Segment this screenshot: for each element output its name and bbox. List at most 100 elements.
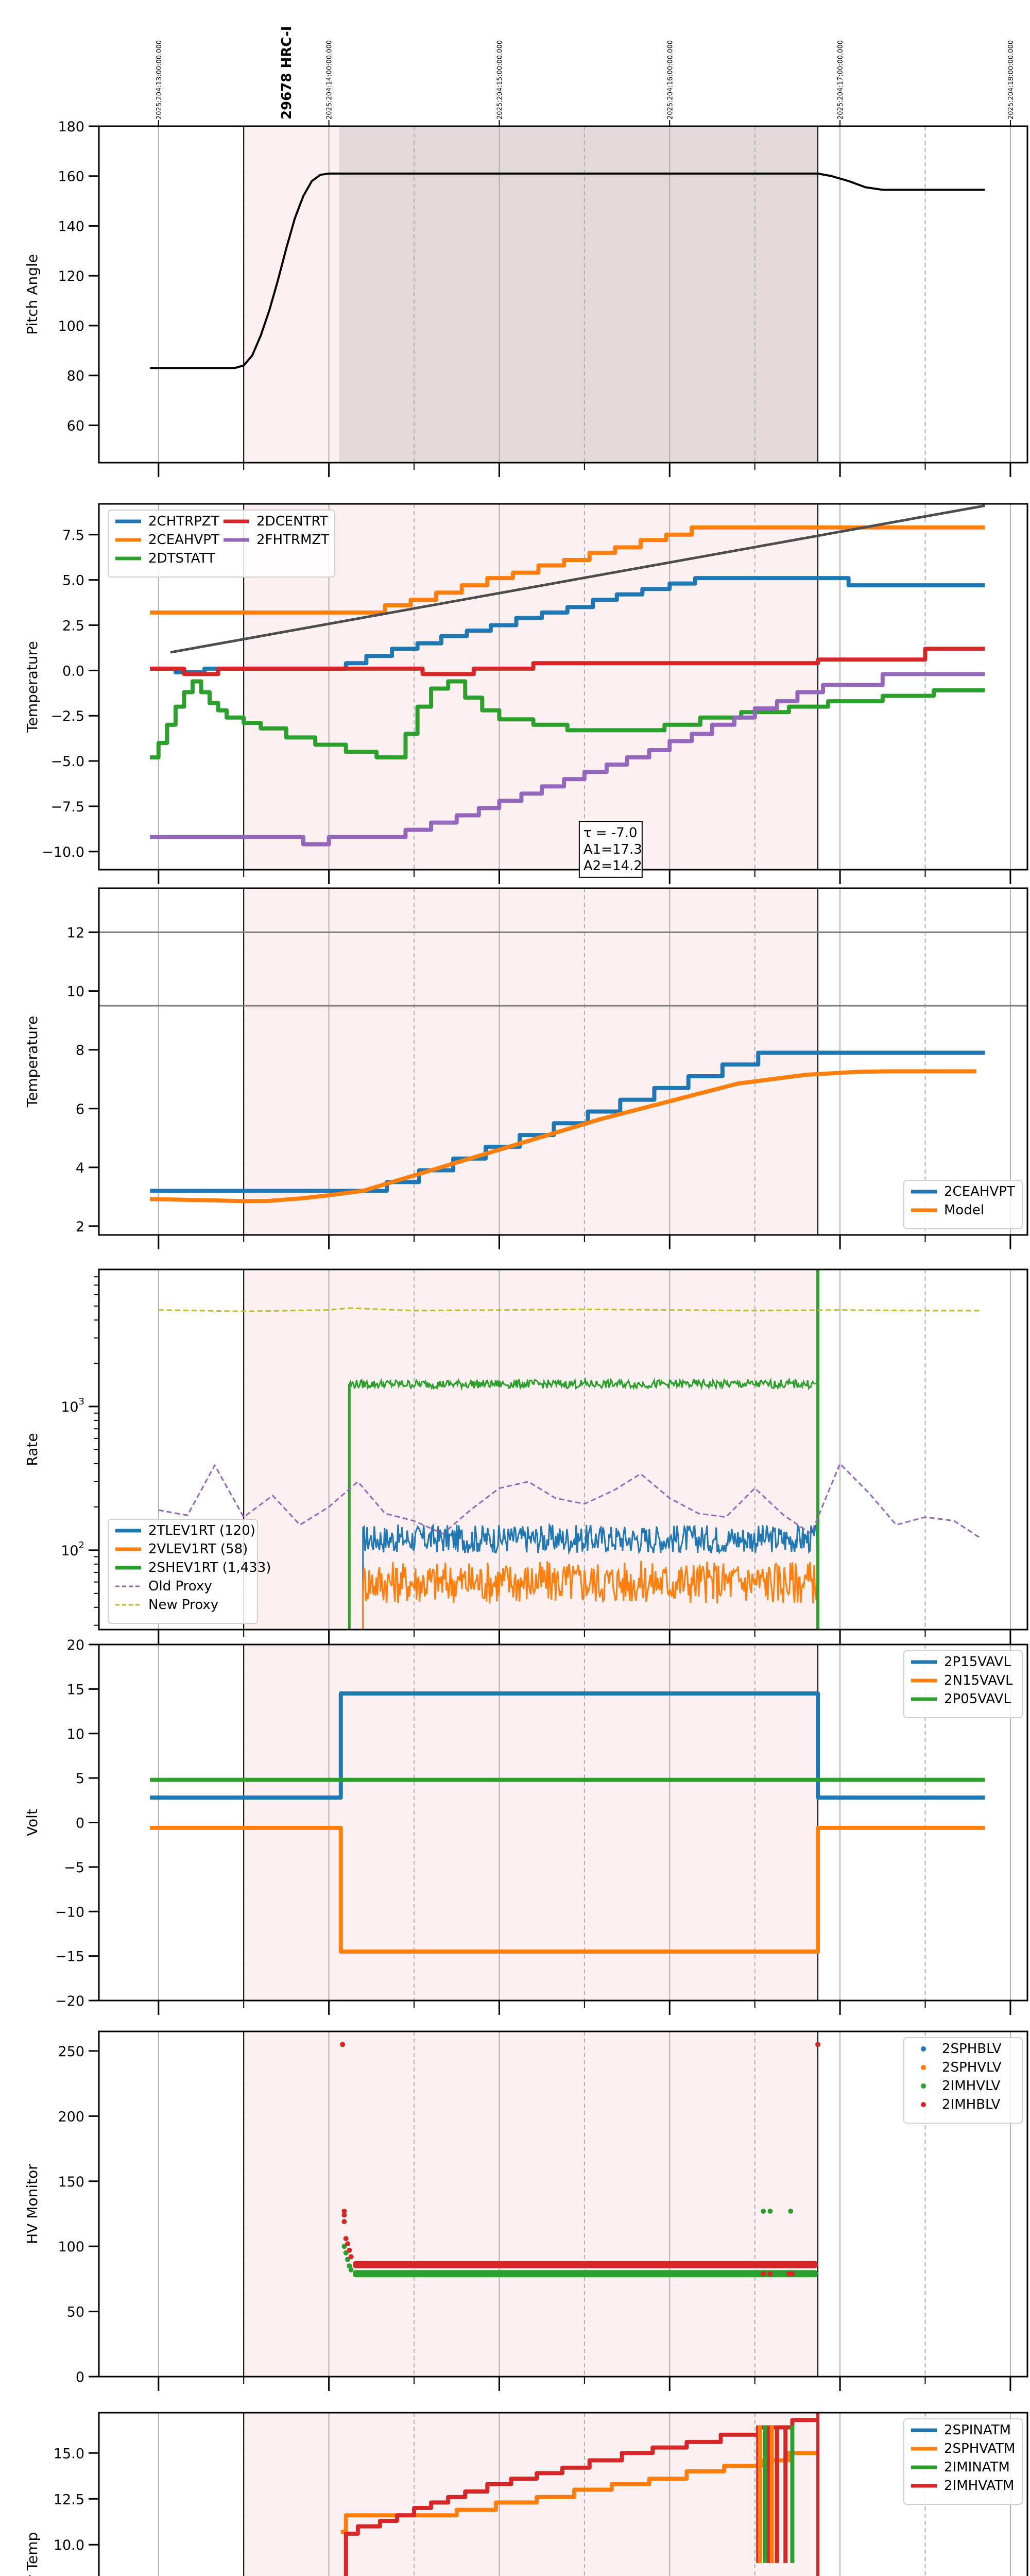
legend-label: Model	[944, 1202, 984, 1218]
y-tick-label: 120	[58, 268, 84, 284]
y-axis-label: HV Monitor	[24, 2164, 41, 2244]
y-tick-label: 7.5	[62, 528, 84, 544]
y-axis-label: Pitch Angle	[24, 254, 41, 335]
y-tick-label: −10.0	[42, 844, 84, 860]
legend-label: Old Proxy	[148, 1579, 212, 1594]
series-line	[150, 1825, 985, 1954]
legend-marker	[921, 2102, 926, 2107]
y-tick-label: −7.5	[50, 799, 84, 815]
annotation-line: A2=14.2	[583, 858, 642, 874]
plot-frame	[98, 2412, 1028, 2576]
series-line	[348, 1377, 818, 1391]
legend-label: 2CHTRPZT	[148, 514, 219, 529]
legend-label: 2SPHVATM	[944, 2441, 1015, 2456]
y-tick-label: 12.5	[54, 2492, 84, 2507]
legend-marker	[921, 2083, 926, 2089]
y-tick-label: 5	[76, 1771, 84, 1787]
plot-frame	[98, 125, 1028, 464]
series-line	[150, 172, 985, 369]
y-tick-label: 102	[61, 1540, 84, 1559]
legend-box	[903, 2037, 1023, 2124]
y-tick-label: 15	[67, 1682, 84, 1698]
annotation-line: τ = -7.0	[583, 825, 638, 841]
y-tick-label: 103	[61, 1396, 84, 1415]
y-tick-label: 5.0	[62, 573, 84, 589]
series-line	[150, 679, 985, 760]
legend-label: 2N15VAVL	[944, 1673, 1013, 1688]
y-tick-exponent: 2	[79, 1540, 84, 1551]
scatter-point	[341, 2212, 347, 2218]
hrc-interval-band	[244, 2031, 818, 2377]
scatter-point	[767, 2271, 773, 2277]
y-tick-label: 4	[76, 1160, 84, 1176]
legend-box	[108, 1519, 258, 1624]
top-timestamp-label: 2025:204:18:00:00.000	[1007, 40, 1015, 120]
scatter-point	[815, 2042, 821, 2047]
series-line	[150, 672, 985, 846]
y-axis-label: Volt	[24, 1809, 41, 1836]
y-tick-label: −20	[55, 1993, 84, 2009]
legend: 2SPINATM 2SPHVATM 2IMINATM 2IMHVATM	[903, 2418, 1023, 2505]
legend-label: 2IMINATM	[944, 2460, 1010, 2475]
top-timestamp-label: 2025:204:13:00:00.000	[156, 40, 163, 120]
panel-temp1: −10.0 −7.5 −5.0 −2.5 0.0 2.5 5.0 7.5 Temperature…	[24, 503, 1028, 884]
top-time-annotations: 2025:204:13:00:00.000 2025:204:14:00:00.0…	[156, 40, 1015, 120]
y-tick-label: −10	[55, 1904, 84, 1920]
scatter-point	[347, 2247, 352, 2253]
y-tick-label: 10	[67, 984, 84, 1000]
legend-label: 2DTSTATT	[148, 551, 215, 566]
y-tick-label: 0	[76, 1816, 84, 1832]
legend-label: 2IMHVATM	[944, 2478, 1014, 2494]
series-line	[362, 1561, 818, 1604]
y-tick-label: 80	[67, 368, 84, 384]
scatter-point-band	[352, 2270, 818, 2278]
series-group	[150, 1691, 985, 1954]
legend-label: 2SPINATM	[944, 2422, 1011, 2438]
scatter-point	[761, 2271, 766, 2277]
hrc-interval-band	[244, 504, 818, 870]
y-tick-label: 160	[58, 169, 84, 185]
top-timestamp-label: 2025:204:16:00:00.000	[666, 40, 674, 120]
legend-label: New Proxy	[148, 1597, 218, 1613]
hrc-interval-band	[244, 2413, 818, 2576]
y-tick-label: −5	[64, 1860, 84, 1876]
panel-pitch: 60 80 100 120 140 160 180 Pitch Angle	[24, 119, 1028, 477]
legend-label: 2SPHVLV	[942, 2060, 1002, 2075]
panel-temp2: 2 4 6 8 10 12 Temperature 2CEAHVPT Model	[24, 887, 1028, 1249]
legend-label: 2P15VAVL	[944, 1654, 1011, 1670]
top-timestamp-label: 2025:204:17:00:00.000	[837, 40, 845, 120]
y-tick-label: 0	[76, 2369, 84, 2385]
series-line	[158, 1463, 982, 1540]
y-tick-label: 150	[58, 2174, 84, 2190]
scatter-point-band	[352, 2261, 818, 2268]
y-tick-label: 10.0	[54, 2537, 84, 2553]
scatter-point	[347, 2263, 352, 2269]
scatter-point	[788, 2208, 794, 2214]
y-tick-label: 100	[58, 318, 84, 334]
series-line	[150, 1069, 976, 1204]
panel-rate: 102 103 Rate 2TLEV1RT (120) 2VLEV1RT (58) 2SH…	[24, 1268, 1028, 1644]
legend-marker	[921, 2046, 926, 2052]
y-axis-label: Rate	[24, 1433, 41, 1466]
panel-volt: −20−15−10−505101520Volt2P15VAVL2N15VAVL2…	[24, 1637, 1028, 2015]
scatter-point	[340, 2042, 346, 2047]
y-tick-label: 180	[58, 119, 84, 135]
series-line	[150, 1050, 985, 1193]
scatter-point	[348, 2267, 354, 2273]
y-tick-label: 2	[76, 1219, 84, 1235]
legend-label: 2SPHBLV	[942, 2041, 1002, 2057]
series-group	[150, 504, 985, 846]
plot-frame	[98, 887, 1028, 1236]
y-axis-label: Temperature	[24, 1016, 41, 1108]
series-group	[340, 2413, 820, 2576]
hrc-interval-band	[244, 1645, 818, 2001]
legend-box	[903, 2418, 1023, 2505]
legend-label: 2CEAHVPT	[148, 532, 219, 548]
y-axis-label: Detector Temp	[24, 2532, 41, 2576]
legend-label: 2IMHVLV	[942, 2078, 1001, 2094]
legend-box	[108, 510, 335, 578]
series-line	[344, 2418, 818, 2576]
y-tick-label: 50	[67, 2304, 84, 2320]
